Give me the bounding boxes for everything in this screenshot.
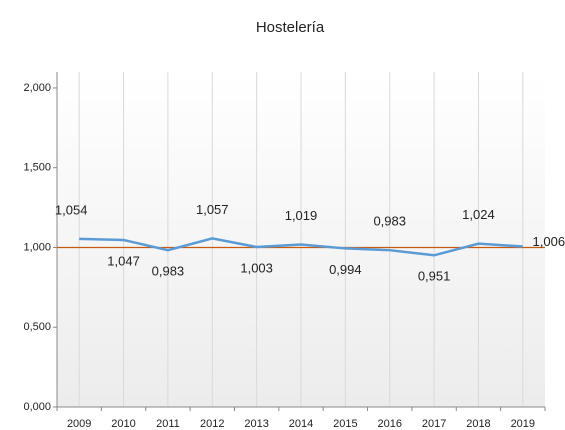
data-label: 0,983 (152, 264, 185, 279)
data-label: 1,019 (285, 208, 318, 223)
data-label: 1,003 (240, 260, 273, 275)
x-tick-label: 2014 (289, 418, 313, 430)
x-tick-label: 2019 (511, 418, 535, 430)
x-tick-label: 2011 (156, 418, 180, 430)
data-label: 1,006 (533, 234, 565, 249)
data-label: 1,047 (107, 253, 140, 268)
y-tick-label: 1,500 (23, 162, 51, 174)
x-tick-label: 2012 (200, 418, 224, 430)
x-tick-label: 2018 (466, 418, 490, 430)
x-tick-label: 2017 (422, 418, 446, 430)
y-tick-label: 0,500 (23, 321, 51, 333)
data-label: 1,024 (462, 207, 495, 222)
x-tick-label: 2013 (244, 418, 268, 430)
x-tick-label: 2015 (333, 418, 357, 430)
data-label: 1,054 (55, 202, 88, 217)
y-tick-label: 0,000 (23, 401, 51, 413)
chart-title: Hostelería (256, 19, 325, 36)
data-label: 0,994 (329, 262, 362, 277)
series-line (79, 237, 523, 257)
data-label: 0,951 (418, 269, 451, 284)
y-tick-label: 2,000 (23, 82, 51, 94)
x-tick-label: 2016 (377, 418, 401, 430)
y-tick-label: 1,000 (23, 241, 51, 253)
data-label: 0,983 (373, 214, 406, 229)
x-tick-label: 2009 (67, 418, 91, 430)
data-label: 1,057 (196, 202, 229, 217)
x-tick-label: 2010 (111, 418, 135, 430)
